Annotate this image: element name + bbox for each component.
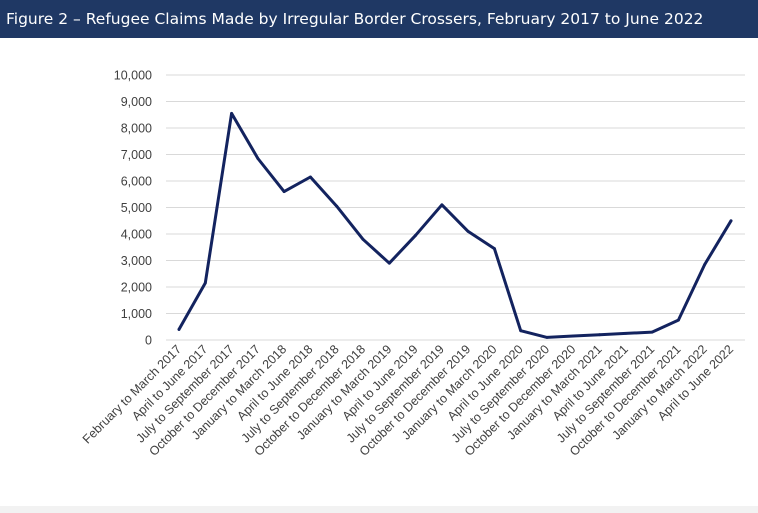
data-point [598,333,601,337]
data-point [493,247,496,250]
data-point [282,190,286,194]
data-point [519,329,523,333]
data-point [309,175,312,179]
data-point [703,263,707,266]
data-point [203,281,207,285]
gridlines [166,74,745,341]
y-tick-label: 3,000 [121,254,152,268]
y-tick-label: 0 [145,334,152,348]
data-point [335,204,339,208]
y-tick-label: 5,000 [121,201,152,215]
data-point [361,237,365,241]
data-point [230,112,233,115]
y-tick-label: 6,000 [121,175,152,189]
series-layer [177,111,733,339]
data-point [414,233,417,237]
data-point [677,318,680,322]
chart-container: 0 1,000 2,000 3,000 4,000 5,000 6,000 7,000 8,00… [0,38,758,506]
data-point [440,203,444,207]
data-point [571,334,575,338]
data-point [624,331,628,335]
data-point [729,219,733,223]
y-axis-tick-labels: 0 1,000 2,000 3,000 4,000 5,000 6,000 7,000 8,00… [114,69,152,348]
data-point [650,330,654,334]
figure-title: Figure 2 – Refugee Claims Made by Irregu… [0,0,758,38]
data-point [466,229,470,233]
series-line [177,111,733,339]
data-point [545,335,549,339]
footer-band [0,506,758,513]
y-tick-label: 4,000 [121,228,152,242]
data-point [177,328,181,331]
data-point [256,157,260,160]
y-tick-label: 2,000 [121,281,152,295]
line-chart: 0 1,000 2,000 3,000 4,000 5,000 6,000 7,000 8,00… [80,69,745,459]
y-tick-label: 10,000 [114,69,152,83]
y-tick-label: 9,000 [121,95,152,109]
data-point [387,261,391,265]
y-tick-label: 7,000 [121,148,152,162]
y-tick-label: 8,000 [121,122,152,136]
y-tick-label: 1,000 [121,307,152,321]
